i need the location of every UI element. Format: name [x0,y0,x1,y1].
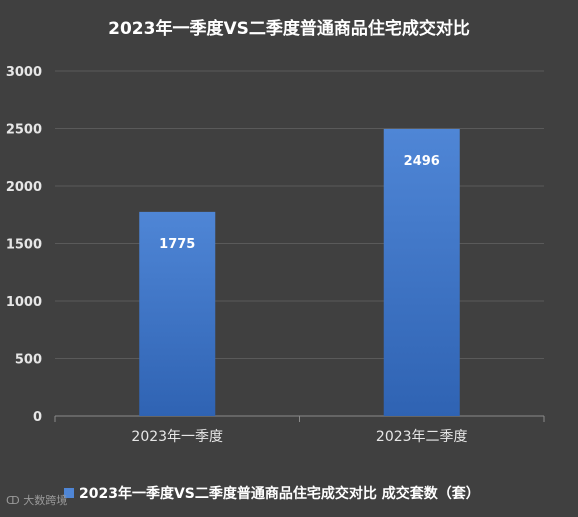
y-tick-label: 1500 [6,238,42,253]
y-tick-label: 3000 [6,65,42,80]
legend-label: 2023年一季度VS二季度普通商品住宅成交对比 成交套数（套） [79,485,480,502]
y-tick-label: 500 [15,353,42,368]
legend: 2023年一季度VS二季度普通商品住宅成交对比 成交套数（套） [64,485,480,502]
x-axis-tick-labels: 2023年一季度 2023年二季度 [131,429,467,445]
bar [139,211,216,416]
x-tick-label: 2023年一季度 [131,429,223,445]
watermark-logo: ↀ 大数跨境 [6,492,67,508]
y-tick-label: 0 [33,410,42,425]
y-tick-label: 1000 [6,295,42,310]
data-label: 1775 [159,237,195,252]
gridlines [54,70,545,422]
watermark-icon: ↀ [6,494,20,507]
chart-title: 2023年一季度VS二季度普通商品住宅成交对比 [108,18,470,39]
y-axis-tick-labels: 0 500 1000 1500 2000 2500 3000 [6,65,42,425]
y-tick-label: 2000 [6,180,42,195]
x-tick-label: 2023年二季度 [376,429,468,445]
watermark-text: 大数跨境 [23,494,68,507]
bar [383,128,460,416]
y-tick-label: 2500 [6,123,42,138]
data-labels: 1775 2496 [159,154,440,252]
data-label: 2496 [404,154,440,169]
bars [139,128,460,416]
legend-swatch [64,488,74,498]
